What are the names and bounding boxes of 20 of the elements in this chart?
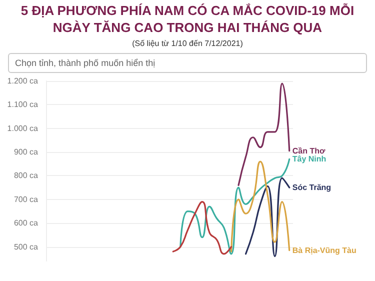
y-tick-label: 500 ca — [14, 242, 39, 252]
line-series — [180, 158, 290, 255]
y-tick-label: 1.100 ca — [7, 100, 39, 110]
series-label: Bà Rịa-Vũng Tàu — [292, 246, 356, 255]
series-label: Sóc Trăng — [292, 183, 332, 192]
series-label: Tây Ninh — [292, 154, 326, 164]
line-series — [230, 160, 290, 252]
chart-title: 5 ĐỊA PHƯƠNG PHÍA NAM CÓ CA MẮC COVID-19 MỖI NGÀY TĂNG CAO TRONG HAI THÁNG QUA — [20, 2, 356, 36]
line-series — [238, 82, 290, 186]
y-tick-label: 600 ca — [14, 218, 39, 228]
series-label: Cần Thơ — [292, 146, 326, 156]
line-series — [172, 200, 232, 255]
chart-subtitle: (Số liệu từ 1/10 đến 7/12/2021) — [131, 39, 244, 48]
y-tick-label: 1.000 ca — [7, 124, 39, 133]
y-tick-label: 700 ca — [14, 194, 39, 204]
y-tick-label: 900 ca — [14, 148, 39, 157]
line-series — [244, 177, 290, 258]
y-tick-label: 800 ca — [14, 171, 39, 180]
y-tick-label: 1.200 ca — [7, 76, 39, 86]
select-field: Chọn tỉnh, thành phố muốn hiển thị — [8, 53, 367, 73]
